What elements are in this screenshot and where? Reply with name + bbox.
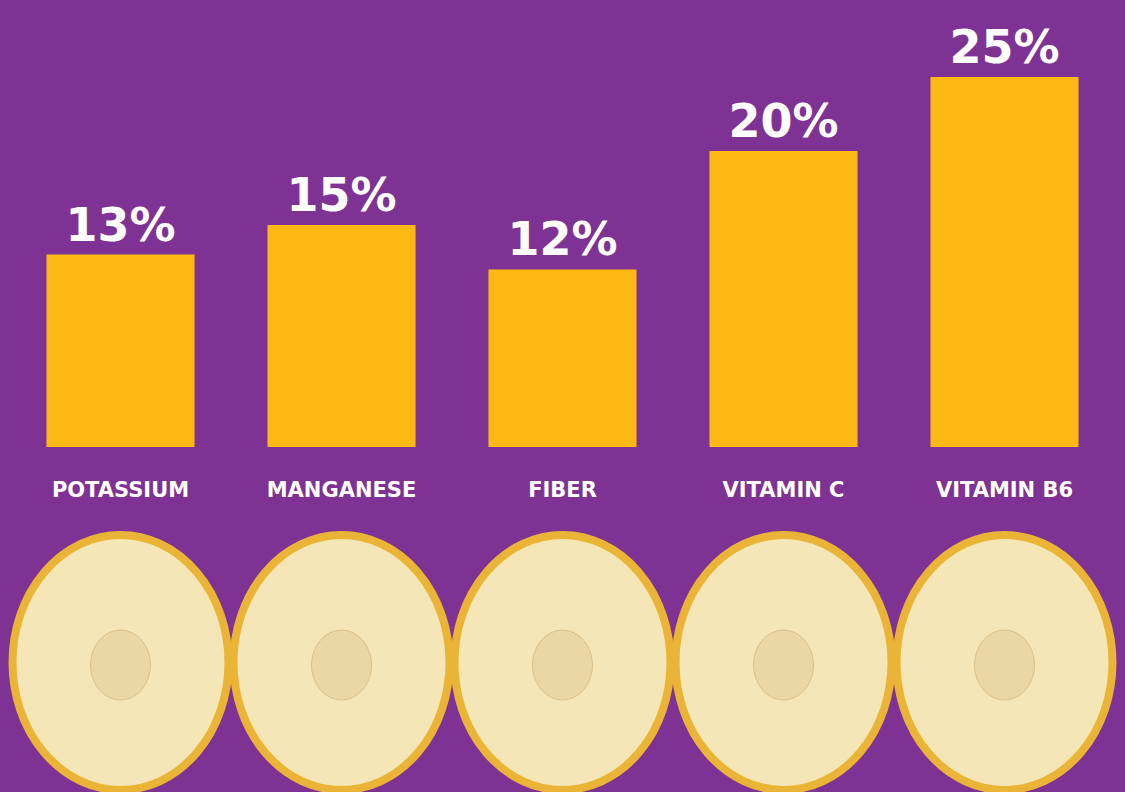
svg-text:POTASSIUM: POTASSIUM	[52, 478, 189, 502]
svg-text:VITAMIN C: VITAMIN C	[722, 478, 844, 502]
svg-text:15%: 15%	[286, 168, 396, 222]
svg-text:FIBER: FIBER	[528, 478, 597, 502]
svg-text:12%: 12%	[507, 212, 617, 266]
svg-text:25%: 25%	[949, 20, 1059, 74]
svg-text:MANGANESE: MANGANESE	[267, 478, 417, 502]
svg-text:20%: 20%	[728, 94, 838, 148]
svg-text:13%: 13%	[65, 198, 175, 252]
svg-text:VITAMIN B6: VITAMIN B6	[936, 478, 1073, 502]
